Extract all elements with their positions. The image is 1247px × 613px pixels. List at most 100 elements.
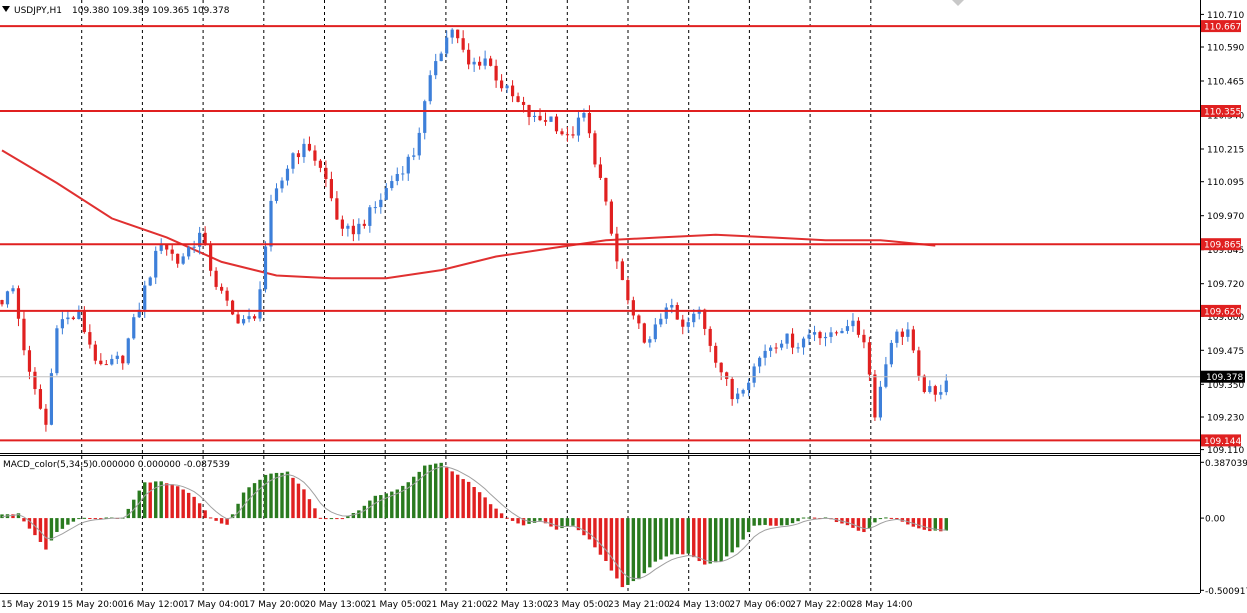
macd-bar-rising: [878, 518, 883, 520]
bear-candle-body: [719, 362, 723, 373]
macd-bar-falling: [186, 492, 191, 519]
bull-candle-body: [439, 53, 443, 62]
bull-candle-body: [472, 61, 476, 65]
macd-bar-rising: [236, 503, 240, 519]
bull-candle-body: [401, 173, 405, 175]
macd-bar-falling: [225, 518, 229, 525]
level-tag-text: 109.865: [1204, 241, 1241, 251]
macd-bar-falling: [27, 518, 32, 529]
macd-bar-falling: [340, 518, 345, 520]
macd-bar-rising: [60, 518, 65, 529]
bull-candle-body: [137, 309, 141, 318]
price-panel[interactable]: [0, 0, 1200, 453]
macd-bar-falling: [466, 481, 471, 519]
bull-candle-body: [115, 355, 119, 359]
macd-bar-falling: [219, 518, 224, 524]
time-tick-label: 17 May 20:00: [244, 600, 306, 610]
macd-bar-rising: [428, 464, 432, 519]
macd-bar-rising: [735, 518, 740, 548]
chart-shift-marker-icon[interactable]: [952, 0, 964, 6]
macd-bar-falling: [615, 518, 619, 579]
bear-candle-body: [642, 323, 646, 343]
time-tick-label: 16 May 12:00: [122, 600, 184, 610]
macd-bar-rising: [741, 518, 745, 540]
macd-bar-falling: [494, 508, 498, 519]
bull-candle-body: [77, 311, 81, 320]
bull-candle-body: [450, 29, 454, 38]
macd-bar-rising: [944, 518, 948, 531]
bear-candle-body: [104, 364, 108, 366]
price-tick-label: 110.465: [1207, 78, 1244, 88]
bull-candle-body: [785, 333, 789, 344]
macd-bar-falling: [856, 518, 861, 531]
symbol-label[interactable]: USDJPY,H1: [14, 6, 62, 16]
bear-candle-body: [88, 332, 92, 345]
time-tick-label: 27 May 22:00: [790, 600, 852, 610]
bull-candle-body: [944, 380, 948, 393]
macd-bar-rising: [763, 518, 767, 525]
macd-bar-rising: [16, 513, 21, 519]
bear-candle-body: [565, 134, 570, 136]
bull-candle-body: [670, 305, 674, 308]
bear-candle-body: [730, 379, 734, 400]
macd-bar-falling: [307, 499, 312, 519]
macd-bar-rising: [126, 508, 130, 519]
time-tick-label: 24 May 13:00: [669, 600, 731, 610]
bear-candle-body: [598, 164, 603, 178]
macd-bar-rising: [708, 518, 712, 564]
macd-bar-falling: [313, 508, 317, 519]
bear-candle-body: [615, 233, 619, 262]
bull-candle-body: [247, 316, 251, 320]
bear-candle-body: [499, 80, 504, 89]
symbol-dropdown-icon[interactable]: [2, 6, 10, 12]
macd-bar-rising: [785, 518, 789, 526]
bear-candle-body: [27, 350, 32, 372]
bull-candle-body: [159, 244, 163, 251]
bull-candle-body: [829, 332, 833, 337]
price-tick-label: 110.590: [1207, 44, 1244, 54]
price-tick-label: 109.230: [1207, 414, 1244, 424]
bear-candle-body: [176, 253, 180, 264]
bull-candle-body: [878, 386, 882, 418]
bull-candle-body: [758, 357, 762, 367]
macd-histogram-layer: [0, 462, 948, 588]
bear-candle-body: [708, 328, 712, 346]
macd-bar-rising: [664, 518, 668, 557]
macd-bar-falling: [549, 518, 553, 527]
macd-bar-rising: [274, 472, 279, 519]
macd-bar-rising: [280, 472, 284, 519]
bull-candle-body: [390, 181, 394, 189]
level-tag-text: 109.620: [1204, 307, 1241, 317]
bull-candle-body: [187, 247, 191, 257]
bear-candle-body: [362, 223, 366, 226]
macd-bar-rising: [390, 491, 394, 519]
bear-candle-body: [900, 331, 904, 337]
bull-candle-body: [664, 307, 668, 319]
macd-bar-rising: [719, 518, 723, 562]
macd-bar-rising: [71, 518, 76, 522]
macd-bar-falling: [851, 518, 855, 528]
macd-bar-falling: [604, 518, 608, 561]
macd-bar-falling: [477, 492, 482, 519]
bear-candle-body: [236, 314, 240, 324]
horizontal-levels-layer[interactable]: [0, 25, 1200, 442]
bear-candle-body: [71, 317, 75, 320]
macd-bar-falling: [203, 510, 207, 519]
time-tick-label: 15 May 2019: [1, 600, 60, 610]
bull-candle-body: [357, 223, 361, 235]
bull-candle-body: [648, 339, 652, 343]
macd-bar-rising: [55, 518, 59, 532]
bull-candle-body: [906, 329, 910, 337]
bear-candle-body: [538, 115, 542, 121]
time-tick-label: 23 May 21:00: [608, 600, 670, 610]
macd-bar-rising: [686, 518, 690, 554]
macd-bar-falling: [922, 518, 927, 530]
bear-candle-body: [587, 113, 592, 134]
bull-candle-body: [263, 246, 268, 290]
bull-candle-body: [692, 313, 696, 323]
macd-bar-falling: [165, 483, 169, 519]
macd-bar-rising: [571, 518, 575, 526]
bull-candle-body: [939, 392, 943, 395]
